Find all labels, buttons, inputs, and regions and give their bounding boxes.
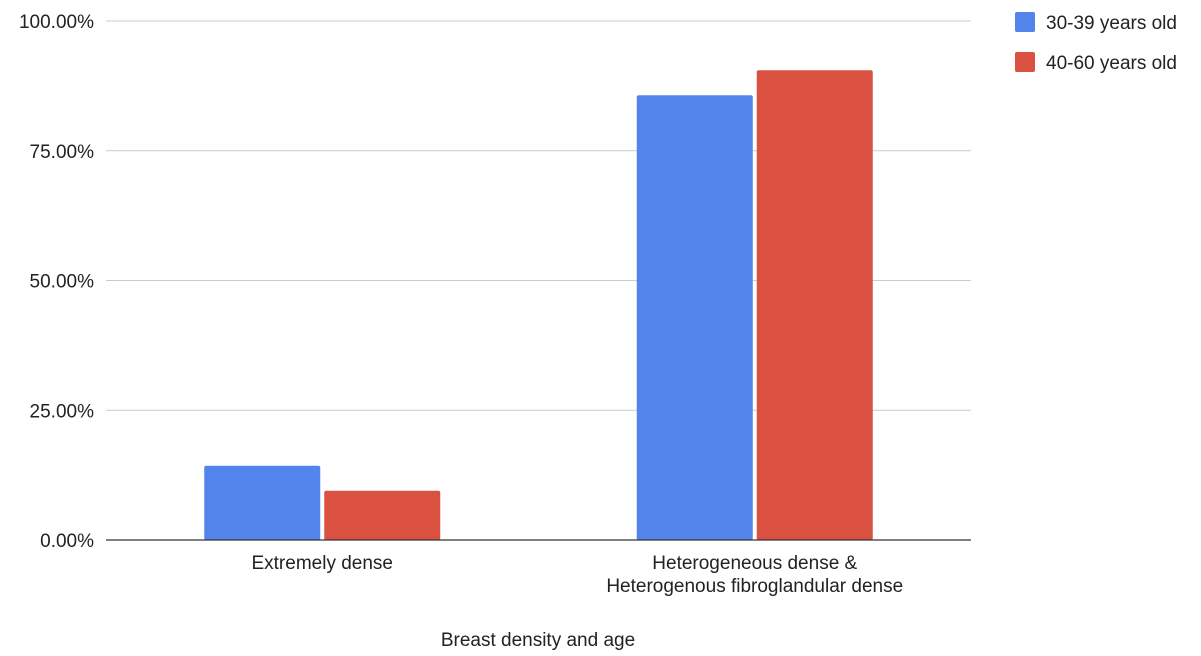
y-tick-label: 75.00% — [30, 142, 95, 163]
x-tick-label-line: Heterogenous fibroglandular dense — [606, 576, 903, 597]
bar — [636, 95, 753, 540]
x-axis-category-labels: Extremely dense Heterogeneous dense & Hete… — [251, 553, 903, 597]
x-axis-title: Breast density and age — [441, 630, 635, 651]
legend: 30-39 years old 40-60 years old — [1015, 12, 1177, 74]
legend-label: 30-39 years old — [1046, 13, 1177, 34]
x-tick-label-line: Heterogeneous dense & — [652, 553, 857, 574]
y-tick-label: 25.00% — [30, 401, 95, 422]
y-tick-label: 100.00% — [19, 12, 94, 33]
legend-swatch — [1015, 12, 1035, 32]
bar — [756, 70, 873, 541]
x-tick-label-line: Extremely dense — [251, 553, 393, 574]
legend-label: 40-60 years old — [1046, 53, 1177, 74]
y-tick-label: 50.00% — [30, 272, 95, 293]
bar — [324, 490, 441, 540]
x-tick-label: Heterogeneous dense & Heterogenous fibrog… — [606, 553, 903, 597]
y-axis-tick-labels: 0.00% 25.00% 50.00% 75.00% 100.00% — [19, 12, 94, 552]
legend-swatch — [1015, 52, 1035, 72]
x-tick-label: Extremely dense — [251, 553, 393, 574]
y-tick-label: 0.00% — [40, 531, 94, 552]
bars — [204, 70, 873, 541]
bar — [204, 465, 321, 540]
